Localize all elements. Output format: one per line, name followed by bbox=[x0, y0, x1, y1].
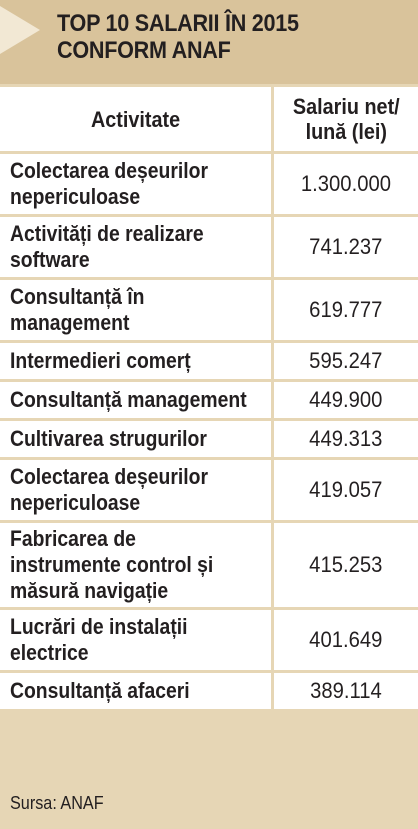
salary-cell: 741.237 bbox=[274, 217, 418, 277]
salary-cell: 1.300.000 bbox=[274, 154, 418, 214]
salary-value: 389.114 bbox=[310, 678, 382, 703]
table-row: Consultanță management 449.900 bbox=[0, 382, 418, 418]
activity-line: Cultivarea strugurilor bbox=[10, 426, 207, 451]
salary-cell: 619.777 bbox=[274, 280, 418, 340]
activity-line: măsură navigație bbox=[10, 578, 169, 603]
table-row: Fabricarea de instrumente control și măsur… bbox=[0, 523, 418, 607]
triangle-marker-icon bbox=[0, 6, 40, 54]
activity-line: Lucrări de instalații bbox=[10, 614, 188, 639]
activity-cell: Consultanță afaceri bbox=[0, 673, 274, 709]
activity-cell: Cultivarea strugurilor bbox=[0, 421, 274, 457]
salary-cell: 449.900 bbox=[274, 382, 418, 418]
activity-line: nepericuloase bbox=[10, 184, 141, 209]
activity-line: Consultanță în bbox=[10, 284, 145, 309]
salary-value: 449.313 bbox=[309, 426, 383, 451]
salary-value: 419.057 bbox=[309, 477, 383, 502]
activity-cell: Activități de realizare software bbox=[0, 217, 274, 277]
activity-line: nepericuloase bbox=[10, 490, 141, 515]
table-row: Intermedieri comerț 595.247 bbox=[0, 343, 418, 379]
page-title: TOP 10 SALARII ÎN 2015 CONFORM ANAF bbox=[57, 10, 299, 64]
title-line-1: TOP 10 SALARII ÎN 2015 bbox=[57, 10, 299, 37]
table-header-row: Activitate Salariu net/ lună (lei) bbox=[0, 87, 418, 151]
salary-cell: 415.253 bbox=[274, 523, 418, 607]
activity-line: Consultanță management bbox=[10, 387, 247, 412]
activity-line: instrumente control și bbox=[10, 552, 214, 577]
salary-value: 619.777 bbox=[309, 297, 383, 322]
table-row: Cultivarea strugurilor 449.313 bbox=[0, 421, 418, 457]
activity-line: electrice bbox=[10, 640, 89, 665]
activity-cell: Consultanță management bbox=[0, 382, 274, 418]
table-row: Colectarea deșeurilor nepericuloase 1.300.… bbox=[0, 154, 418, 214]
activity-cell: Colectarea deșeurilor nepericuloase bbox=[0, 154, 274, 214]
activity-line: Fabricarea de bbox=[10, 526, 136, 551]
salary-cell: 595.247 bbox=[274, 343, 418, 379]
column-header-salary: Salariu net/ lună (lei) bbox=[274, 87, 418, 151]
salary-cell: 419.057 bbox=[274, 460, 418, 520]
activity-cell: Consultanță în management bbox=[0, 280, 274, 340]
activity-line: Colectarea deșeurilor bbox=[10, 158, 208, 183]
table-row: Consultanță în management 619.777 bbox=[0, 280, 418, 340]
salary-cell: 449.313 bbox=[274, 421, 418, 457]
salary-value: 1.300.000 bbox=[300, 171, 392, 196]
activity-cell: Lucrări de instalații electrice bbox=[0, 610, 274, 670]
salary-table: Activitate Salariu net/ lună (lei) Colec… bbox=[0, 84, 418, 712]
activity-line: Intermedieri comerț bbox=[10, 348, 191, 373]
activity-line: Activități de realizare bbox=[10, 221, 204, 246]
table-row: Consultanță afaceri 389.114 bbox=[0, 673, 418, 709]
title-line-2: CONFORM ANAF bbox=[57, 37, 231, 64]
salary-header-line-2: lună (lei) bbox=[305, 119, 387, 144]
activity-line: Colectarea deșeurilor bbox=[10, 464, 208, 489]
source-note: Sursa: ANAF bbox=[10, 793, 104, 813]
activity-line: software bbox=[10, 247, 90, 272]
salary-value: 741.237 bbox=[309, 234, 383, 259]
title-band: TOP 10 SALARII ÎN 2015 CONFORM ANAF bbox=[0, 0, 418, 84]
salary-value: 401.649 bbox=[309, 627, 383, 652]
activity-cell: Fabricarea de instrumente control și măsur… bbox=[0, 523, 274, 607]
activity-line: management bbox=[10, 310, 130, 335]
table-row: Colectarea deșeurilor nepericuloase 419.05… bbox=[0, 460, 418, 520]
table-row: Activități de realizare software 741.237 bbox=[0, 217, 418, 277]
activity-line: Consultanță afaceri bbox=[10, 678, 190, 703]
activity-cell: Intermedieri comerț bbox=[0, 343, 274, 379]
table-row: Lucrări de instalații electrice 401.649 bbox=[0, 610, 418, 670]
salary-cell: 389.114 bbox=[274, 673, 418, 709]
salary-cell: 401.649 bbox=[274, 610, 418, 670]
activity-cell: Colectarea deșeurilor nepericuloase bbox=[0, 460, 274, 520]
salary-value: 595.247 bbox=[309, 348, 383, 373]
salary-value: 449.900 bbox=[309, 387, 383, 412]
salary-value: 415.253 bbox=[309, 552, 383, 577]
column-header-activity: Activitate bbox=[0, 87, 274, 151]
salary-header-line-1: Salariu net/ bbox=[292, 94, 400, 119]
